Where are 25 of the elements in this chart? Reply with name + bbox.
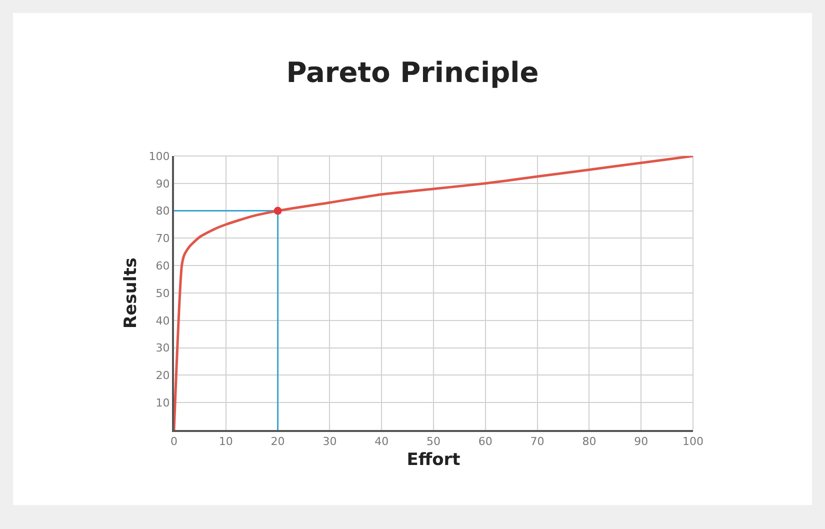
y-tick-label: 50 (156, 286, 170, 300)
y-axis-title: Results (120, 258, 141, 328)
y-tick-label: 10 (156, 396, 170, 410)
x-tick-label: 70 (530, 435, 544, 448)
y-tick-label: 70 (156, 232, 170, 246)
x-tick-label: 80 (582, 435, 596, 448)
x-tick-label: 90 (634, 435, 648, 448)
y-tick-label: 80 (156, 204, 170, 218)
x-tick-label: 50 (426, 435, 440, 448)
y-tick-label: 100 (148, 150, 170, 163)
y-tick-label: 60 (156, 259, 170, 272)
chart-title: Pareto Principle (286, 56, 539, 89)
y-tick-label: 30 (156, 342, 170, 355)
x-axis-title: Effort (406, 450, 460, 470)
x-tick-label: 100 (682, 435, 704, 448)
x-tick-label: 10 (218, 435, 233, 448)
y-tick-label: 40 (156, 314, 170, 328)
y-tick-label: 20 (156, 369, 170, 382)
x-tick-label: 60 (478, 435, 492, 448)
x-tick-label: 0 (170, 435, 178, 448)
x-tick-label: 20 (270, 435, 285, 448)
x-tick-label: 30 (322, 435, 337, 448)
y-tick-label: 90 (156, 177, 170, 190)
x-tick-label: 40 (374, 435, 389, 448)
line-series (174, 156, 693, 430)
